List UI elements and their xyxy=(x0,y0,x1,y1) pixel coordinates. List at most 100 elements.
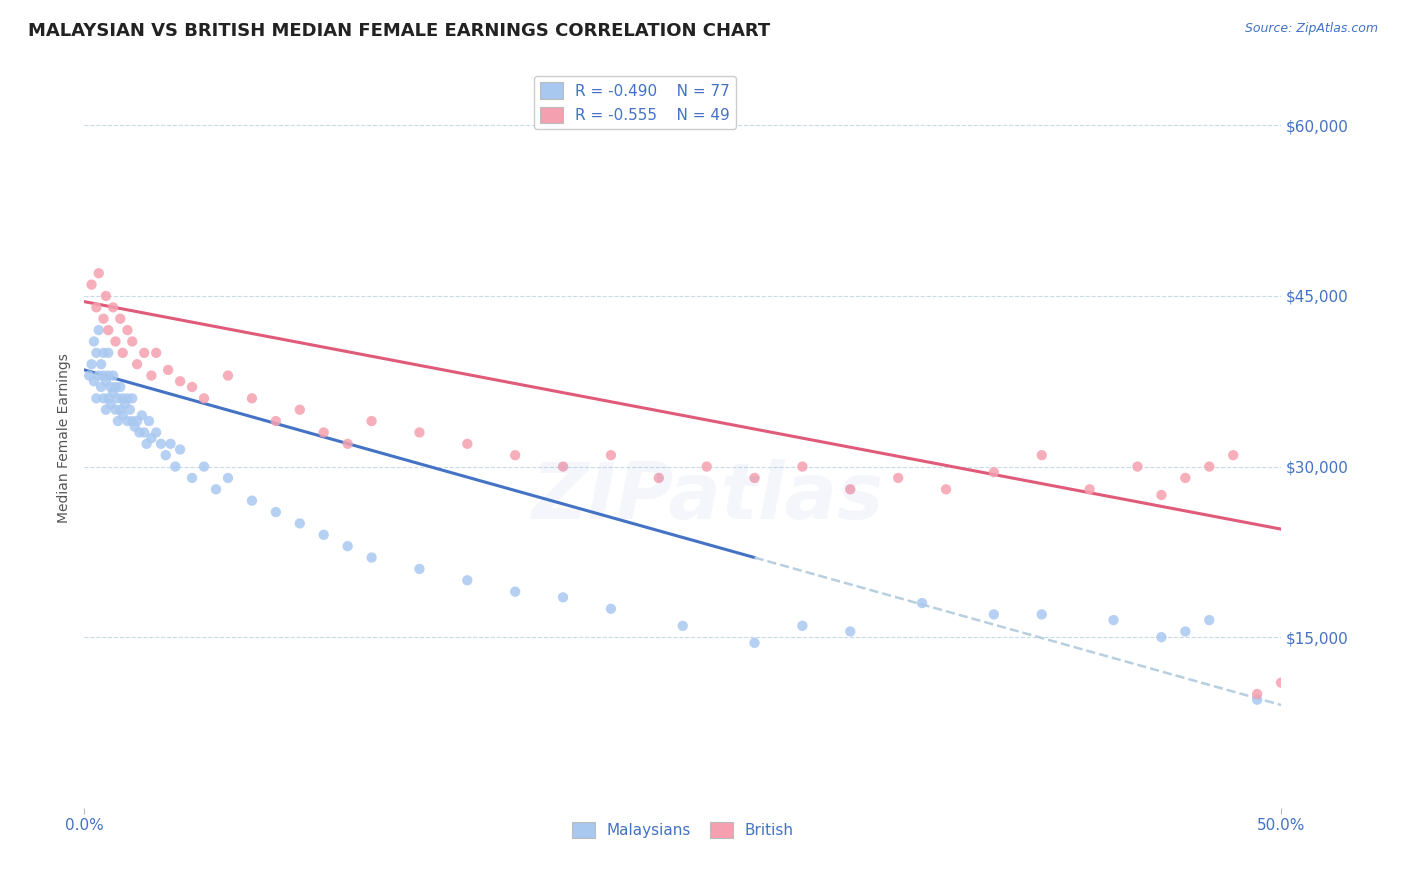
Point xyxy=(77,368,100,383)
Point xyxy=(117,414,139,428)
Point xyxy=(181,471,204,485)
Point xyxy=(1150,488,1173,502)
Point xyxy=(193,459,215,474)
Point xyxy=(97,368,120,383)
Point xyxy=(121,392,143,406)
Text: ZIPatlas: ZIPatlas xyxy=(530,459,883,535)
Point xyxy=(94,402,117,417)
Point xyxy=(839,624,862,639)
Point xyxy=(744,471,766,485)
Point xyxy=(205,483,228,497)
Point xyxy=(193,392,215,406)
Point xyxy=(1174,471,1197,485)
Text: Source: ZipAtlas.com: Source: ZipAtlas.com xyxy=(1244,22,1378,36)
Point xyxy=(121,414,143,428)
Point xyxy=(169,442,191,457)
Y-axis label: Median Female Earnings: Median Female Earnings xyxy=(58,353,72,523)
Point xyxy=(117,392,139,406)
Point xyxy=(124,419,146,434)
Point xyxy=(696,459,718,474)
Point xyxy=(551,459,574,474)
Point xyxy=(125,357,148,371)
Point xyxy=(1222,448,1244,462)
Point xyxy=(131,409,153,423)
Point xyxy=(125,414,148,428)
Point xyxy=(1031,607,1053,622)
Point xyxy=(155,448,177,462)
Point xyxy=(87,323,110,337)
Point xyxy=(111,346,134,360)
Point xyxy=(408,562,430,576)
Point xyxy=(839,483,862,497)
Point xyxy=(145,346,167,360)
Point xyxy=(110,380,132,394)
Point xyxy=(117,323,139,337)
Point xyxy=(101,301,124,315)
Point xyxy=(93,346,115,360)
Point xyxy=(408,425,430,440)
Point xyxy=(1198,459,1220,474)
Point xyxy=(90,357,112,371)
Point xyxy=(90,380,112,394)
Point xyxy=(336,539,359,553)
Point xyxy=(240,392,263,406)
Point xyxy=(887,471,910,485)
Point xyxy=(134,346,156,360)
Point xyxy=(1198,613,1220,627)
Point xyxy=(1078,483,1101,497)
Point xyxy=(312,425,335,440)
Point xyxy=(911,596,934,610)
Point xyxy=(87,266,110,280)
Point xyxy=(360,414,382,428)
Point xyxy=(983,465,1005,479)
Point xyxy=(110,311,132,326)
Point xyxy=(169,374,191,388)
Point xyxy=(157,363,180,377)
Point xyxy=(1126,459,1149,474)
Point xyxy=(97,392,120,406)
Point xyxy=(456,574,478,588)
Point xyxy=(145,425,167,440)
Point xyxy=(141,368,163,383)
Point xyxy=(1102,613,1125,627)
Point xyxy=(672,619,695,633)
Point xyxy=(264,414,287,428)
Point xyxy=(101,385,124,400)
Point xyxy=(93,368,115,383)
Point xyxy=(1246,692,1268,706)
Point xyxy=(288,402,311,417)
Point xyxy=(165,459,187,474)
Point xyxy=(128,425,150,440)
Point xyxy=(141,431,163,445)
Point xyxy=(86,392,108,406)
Point xyxy=(935,483,957,497)
Point xyxy=(1150,630,1173,644)
Point xyxy=(111,409,134,423)
Point xyxy=(83,334,105,349)
Point xyxy=(360,550,382,565)
Point xyxy=(110,402,132,417)
Point xyxy=(80,357,103,371)
Point xyxy=(456,437,478,451)
Point xyxy=(100,380,122,394)
Point xyxy=(111,392,134,406)
Point xyxy=(97,346,120,360)
Legend: Malaysians, British: Malaysians, British xyxy=(565,815,800,845)
Point xyxy=(104,334,127,349)
Point xyxy=(792,459,814,474)
Point xyxy=(217,368,239,383)
Point xyxy=(135,437,157,451)
Point xyxy=(336,437,359,451)
Point xyxy=(114,397,136,411)
Point xyxy=(107,414,129,428)
Point xyxy=(83,374,105,388)
Point xyxy=(1174,624,1197,639)
Point xyxy=(101,368,124,383)
Point xyxy=(1270,675,1292,690)
Point xyxy=(118,402,141,417)
Point xyxy=(503,584,526,599)
Point xyxy=(107,392,129,406)
Point xyxy=(217,471,239,485)
Point xyxy=(503,448,526,462)
Point xyxy=(288,516,311,531)
